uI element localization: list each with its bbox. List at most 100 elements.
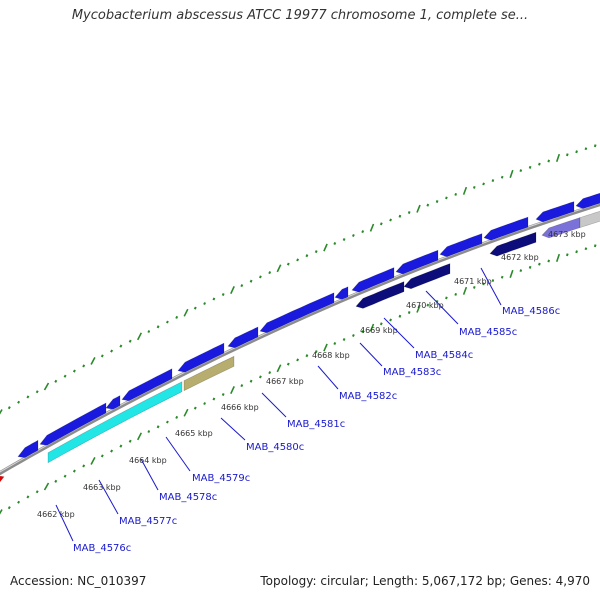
- gene-feature-6[interactable]: [259, 292, 335, 334]
- outer-tick-9: [82, 364, 86, 368]
- inner-tick-11: [100, 454, 104, 458]
- outer-tick-32: [296, 258, 300, 262]
- gene-label-mab-4580c[interactable]: MAB_4580c: [246, 442, 304, 453]
- gene-feature-2[interactable]: [105, 395, 121, 410]
- inner-tick-20: [183, 408, 189, 417]
- inner-tick-6: [54, 479, 58, 483]
- inner-tick-ruler: [0, 244, 597, 515]
- gene-feature-13[interactable]: [575, 190, 600, 209]
- gene-labels[interactable]: MAB_4576c MAB_4577c MAB_4578c MAB_4579c …: [73, 306, 560, 554]
- outer-tick-25: [230, 286, 235, 295]
- outer-tick-27: [249, 279, 253, 283]
- gene-feature-18[interactable]: [489, 231, 537, 257]
- outer-tick-39: [361, 230, 365, 234]
- outer-tick-2: [17, 400, 21, 404]
- gene-label-mab-4585c[interactable]: MAB_4585c: [459, 327, 517, 338]
- inner-tick-10: [90, 457, 96, 465]
- outer-tick-28: [258, 275, 262, 279]
- inner-tick-61: [565, 253, 569, 257]
- gene-feature-14[interactable]: [47, 381, 183, 464]
- outer-tick-56: [519, 169, 523, 173]
- inner-tick-35: [323, 343, 328, 352]
- outer-tick-3: [26, 395, 30, 399]
- kbp-label-4669: 4669 kbp: [360, 326, 398, 335]
- gene-feature-1[interactable]: [39, 402, 107, 446]
- gene-feature-20[interactable]: [579, 208, 600, 229]
- kbp-label-4671: 4671 kbp: [454, 277, 492, 286]
- outer-tick-34: [314, 250, 318, 254]
- gene-feature-21[interactable]: [0, 475, 5, 488]
- kbp-label-4662: 4662 kbp: [37, 510, 75, 519]
- outer-tick-4: [35, 390, 39, 394]
- gene-feature-8[interactable]: [351, 267, 395, 293]
- outer-tick-24: [221, 292, 225, 297]
- inner-tick-5: [43, 482, 50, 491]
- inner-tick-45: [416, 304, 421, 313]
- outer-tick-33: [305, 254, 309, 258]
- outer-tick-ruler: [0, 144, 597, 415]
- accession-text: Accession: NC_010397: [10, 574, 147, 588]
- outer-tick-38: [351, 233, 355, 238]
- inner-tick-29: [268, 371, 272, 375]
- leader-line-5: [261, 392, 287, 418]
- gene-label-mab-4586c[interactable]: MAB_4586c: [502, 306, 560, 317]
- gene-feature-7[interactable]: [334, 286, 349, 300]
- inner-tick-52: [482, 282, 485, 286]
- kbp-label-4665: 4665 kbp: [175, 429, 213, 438]
- kbp-label-4670: 4670 kbp: [406, 301, 444, 310]
- gene-features[interactable]: [0, 190, 600, 487]
- kbp-label-4673: 4673 kbp: [548, 230, 586, 239]
- gene-feature-17[interactable]: [403, 263, 451, 290]
- gene-label-mab-4576c[interactable]: MAB_4576c: [73, 543, 131, 554]
- outer-tick-35: [323, 243, 328, 252]
- inner-tick-19: [175, 415, 179, 419]
- outer-tick-47: [435, 200, 439, 203]
- inner-tick-4: [35, 490, 39, 494]
- inner-tick-22: [203, 402, 207, 406]
- gene-feature-9[interactable]: [395, 249, 439, 275]
- leader-line-9: [425, 290, 459, 325]
- outer-tick-16: [147, 330, 151, 334]
- outer-tick-48: [445, 196, 448, 200]
- outer-tick-51: [472, 185, 476, 189]
- gene-label-mab-4584c[interactable]: MAB_4584c: [415, 350, 473, 361]
- gene-feature-15[interactable]: [183, 355, 235, 392]
- inner-tick-15: [136, 432, 143, 441]
- outer-tick-53: [491, 179, 495, 183]
- gene-feature-16[interactable]: [355, 281, 405, 309]
- inner-tick-14: [128, 439, 132, 443]
- outer-tick-61: [565, 153, 569, 157]
- inner-tick-1: [7, 506, 11, 510]
- gene-feature-19[interactable]: [541, 217, 581, 239]
- inner-tick-40: [369, 323, 375, 332]
- gene-feature-0[interactable]: [17, 439, 39, 458]
- outer-tick-21: [193, 306, 197, 310]
- gene-label-mab-4581c[interactable]: MAB_4581c: [287, 419, 345, 430]
- gene-feature-5[interactable]: [227, 326, 259, 349]
- inner-tick-0: [0, 509, 3, 515]
- leader-line-10: [480, 267, 502, 306]
- gene-feature-4[interactable]: [177, 342, 225, 373]
- inner-tick-36: [333, 341, 337, 346]
- outer-tick-62: [575, 150, 578, 154]
- gene-feature-10[interactable]: [439, 233, 483, 258]
- inner-tick-2: [17, 500, 21, 504]
- outer-tick-41: [379, 222, 383, 226]
- outer-tick-43: [398, 214, 402, 218]
- gene-feature-11[interactable]: [483, 216, 529, 241]
- backbone-line: [0, 202, 600, 476]
- gene-feature-3[interactable]: [121, 368, 173, 402]
- gene-feature-12[interactable]: [535, 201, 575, 223]
- inner-tick-28: [258, 375, 262, 379]
- outer-tick-46: [426, 203, 430, 207]
- gene-label-mab-4583c[interactable]: MAB_4583c: [383, 367, 441, 378]
- gene-label-mab-4582c[interactable]: MAB_4582c: [339, 391, 397, 402]
- outer-tick-30: [276, 264, 282, 273]
- kbp-label-4666: 4666 kbp: [221, 403, 259, 412]
- gene-label-mab-4577c[interactable]: MAB_4577c: [119, 516, 177, 527]
- kbp-label-4663: 4663 kbp: [83, 483, 121, 492]
- gene-label-mab-4579c[interactable]: MAB_4579c: [192, 473, 250, 484]
- gene-label-mab-4578c[interactable]: MAB_4578c: [159, 492, 217, 503]
